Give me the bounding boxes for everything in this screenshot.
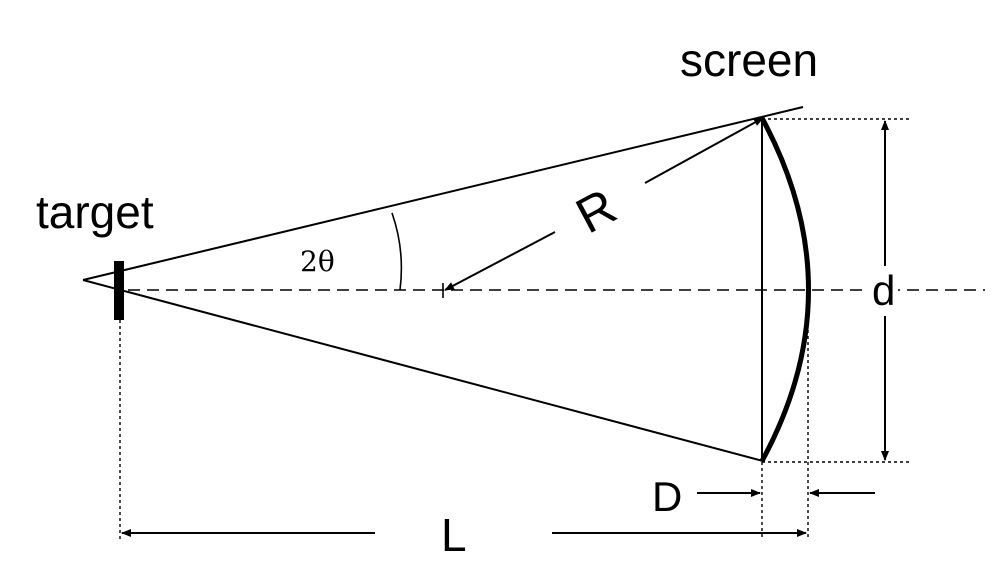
chord-label: d <box>869 270 899 312</box>
cone-lower-line <box>82 279 764 462</box>
angle-arc <box>391 212 403 291</box>
angle-label: 2θ <box>300 245 335 278</box>
cone-upper-line <box>82 106 804 281</box>
curved-screen <box>759 116 811 463</box>
target-label: target <box>36 186 154 238</box>
target-bar <box>114 261 124 320</box>
radius-line-lower <box>444 231 556 291</box>
distance-label: L <box>441 509 467 561</box>
depth-label: D <box>652 473 683 520</box>
radius-line-upper <box>644 117 764 184</box>
screen-label: screen <box>680 34 819 86</box>
